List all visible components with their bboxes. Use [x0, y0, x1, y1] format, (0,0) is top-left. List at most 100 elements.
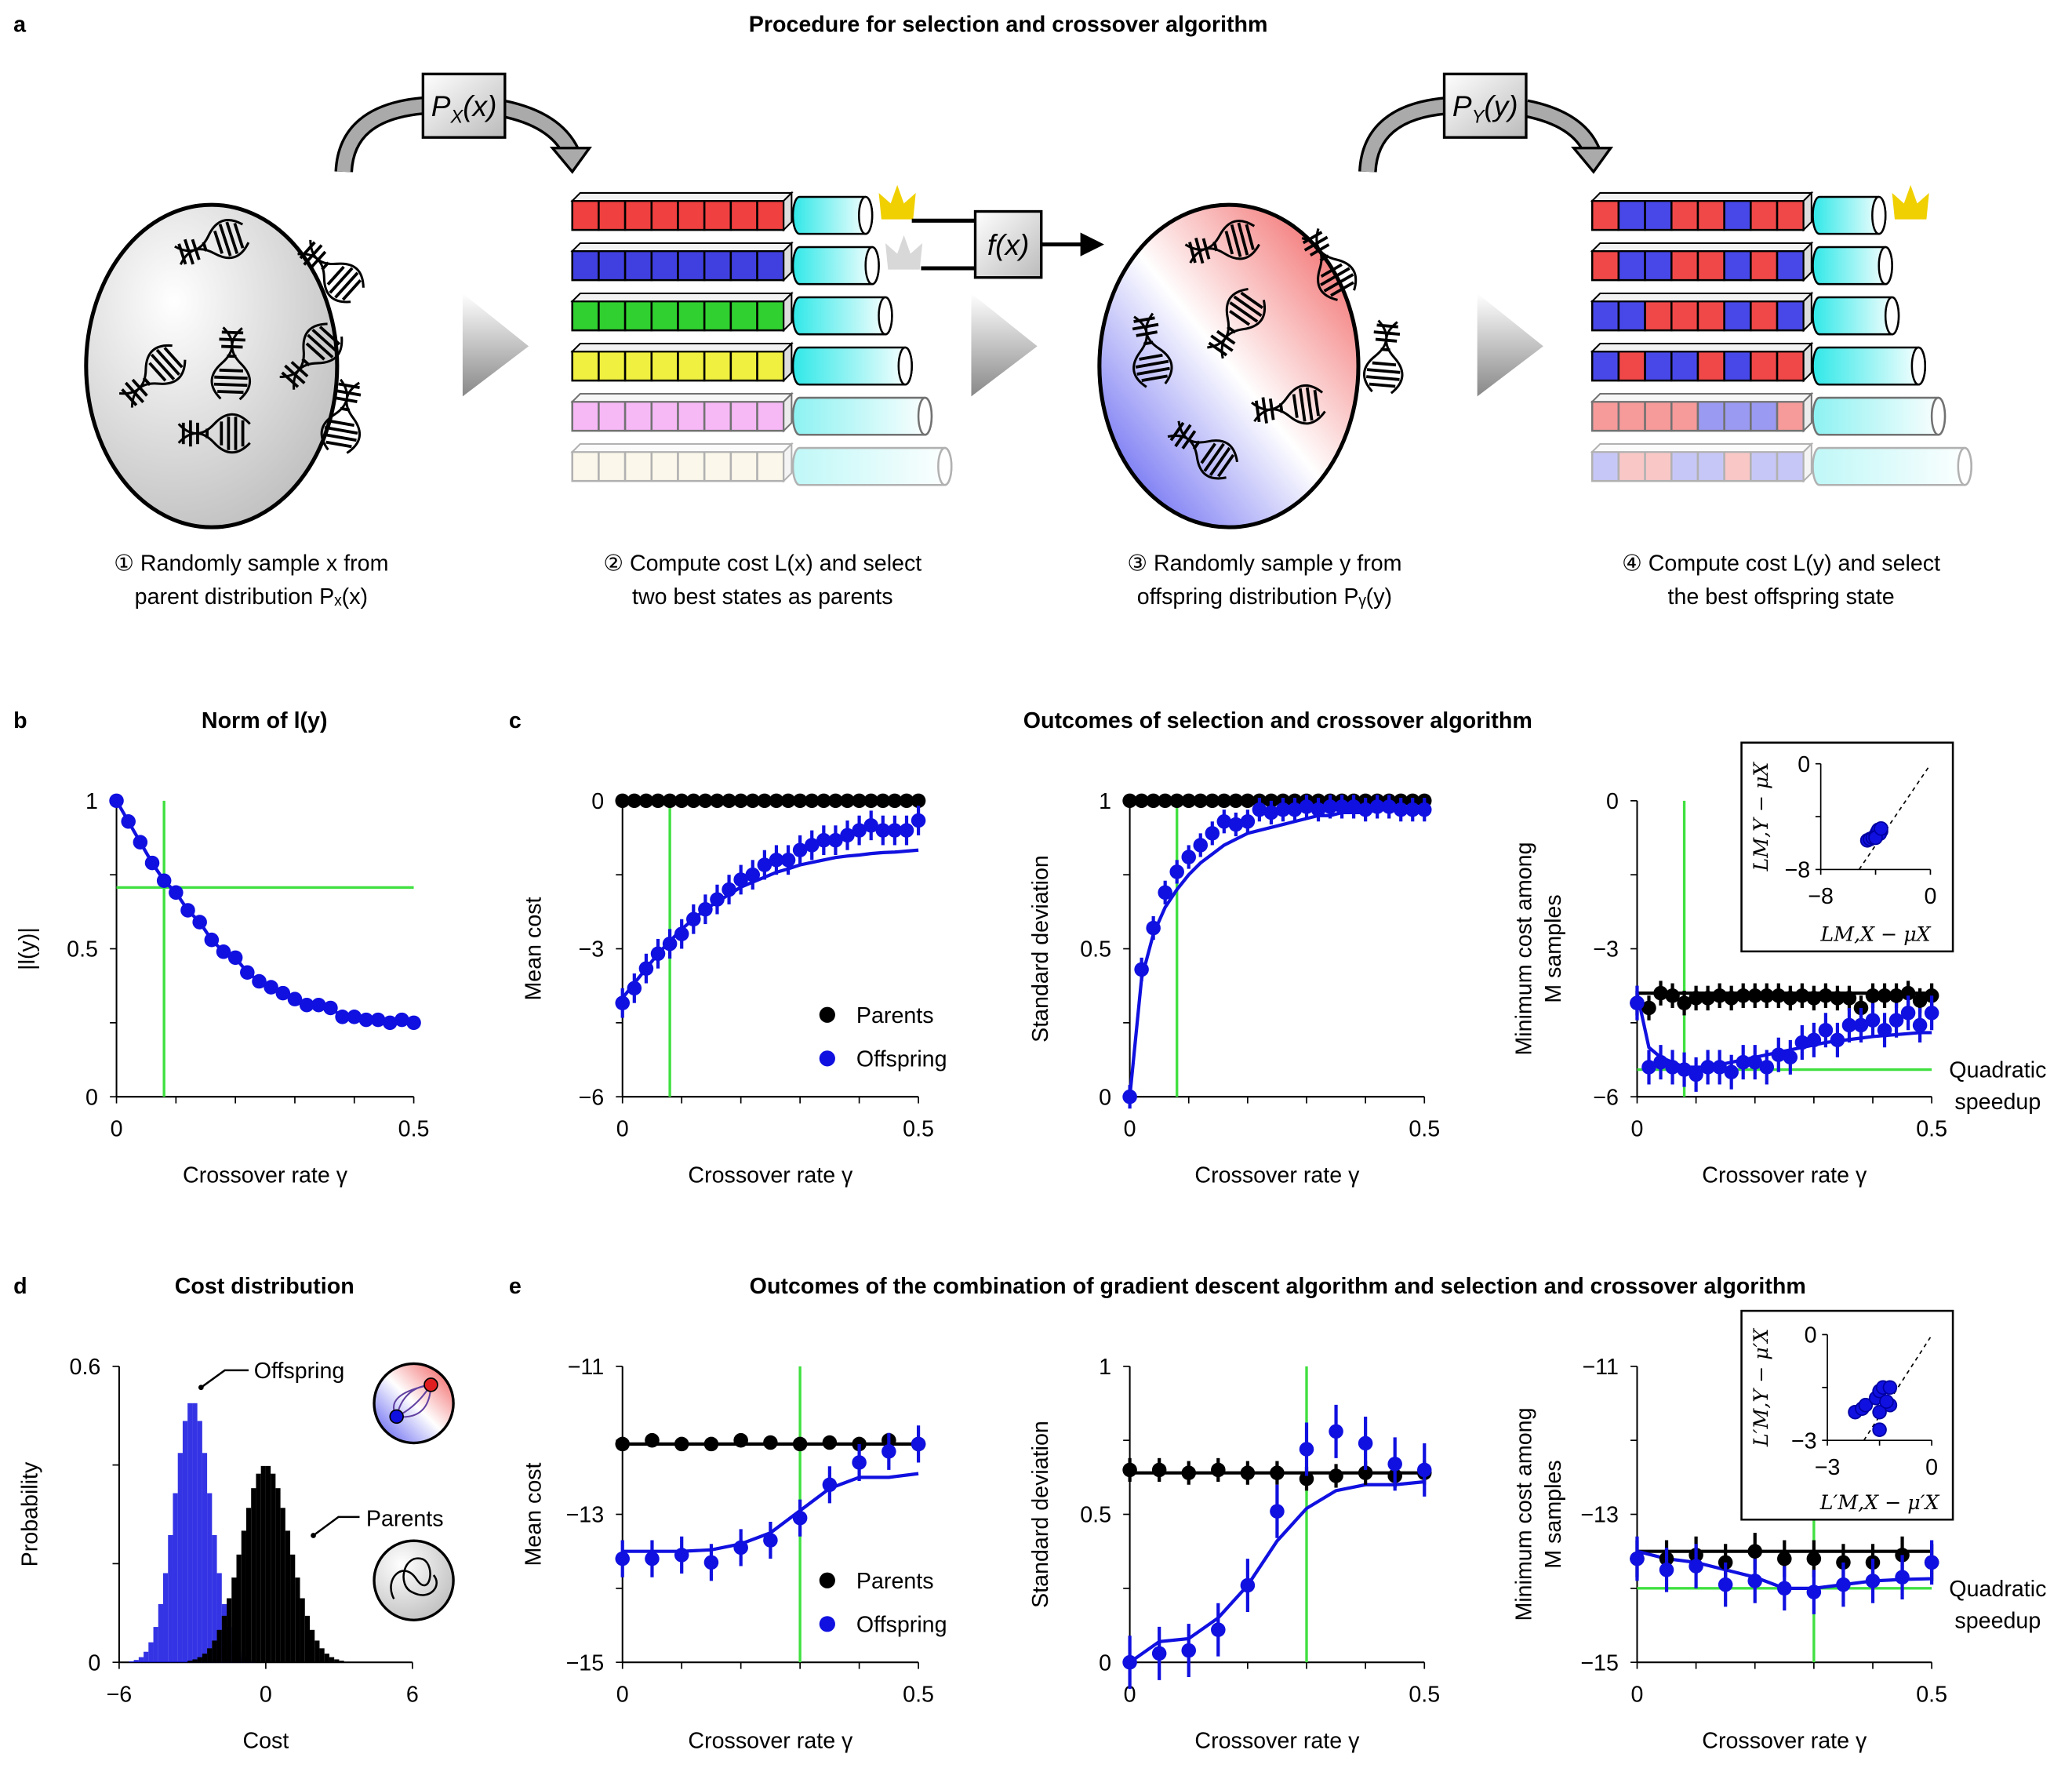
histogram-bar — [339, 1661, 344, 1663]
histogram-bar — [212, 1640, 217, 1663]
gene-side — [783, 191, 793, 232]
inset-frame — [1740, 741, 1954, 953]
data-point — [1310, 802, 1326, 817]
inset-reference-line — [1858, 766, 1930, 870]
data-point — [1888, 988, 1904, 1003]
data-point — [615, 1551, 630, 1566]
data-point — [335, 1010, 350, 1024]
cost-cylinder-end — [1910, 346, 1926, 386]
gene-cell — [1696, 199, 1725, 231]
chart-min-cost: 0 0.5 −6 −3 0 Crossover rate γ Minimum cost am… — [1512, 741, 2046, 1188]
gene-cell — [1696, 400, 1725, 432]
data-point — [1830, 991, 1845, 1006]
data-point — [1900, 1006, 1916, 1021]
gene-cell — [598, 450, 627, 482]
data-point — [252, 973, 267, 989]
data-point — [192, 915, 207, 930]
inset-x-label: L′M,X − μ′X — [1819, 1491, 1940, 1514]
gene-cell — [756, 199, 785, 231]
gene-cell — [703, 199, 732, 231]
data-point — [1895, 1570, 1910, 1585]
data-point — [627, 793, 642, 809]
parents-series — [615, 793, 926, 809]
data-point — [227, 950, 243, 966]
cost-cylinder-end — [1884, 296, 1900, 336]
y-tick-label: −3 — [1593, 937, 1619, 962]
gene-cell — [677, 199, 706, 231]
histogram-bar — [221, 1615, 227, 1663]
cost-cylinder — [1812, 446, 1972, 486]
data-point — [863, 793, 878, 809]
data-point — [1240, 1465, 1256, 1480]
gene-cell — [623, 249, 653, 282]
gold-crown-icon — [1892, 184, 1929, 220]
histogram-bar — [324, 1654, 329, 1663]
data-point — [1783, 991, 1798, 1006]
gene-cell — [1696, 249, 1725, 282]
data-point — [1240, 813, 1256, 829]
histogram-bar — [314, 1640, 320, 1663]
gold-crown-icon — [878, 184, 916, 220]
y-tick-label: −11 — [1582, 1355, 1618, 1380]
data-point — [1122, 1462, 1137, 1478]
gene-cell — [703, 300, 732, 332]
step-1-line-1: ① Randomly sample x from — [114, 551, 388, 577]
data-point — [792, 793, 808, 809]
gene-cell — [1723, 450, 1752, 482]
data-point — [1712, 1060, 1727, 1075]
gene-cell — [1617, 400, 1646, 432]
data-point — [745, 867, 761, 882]
cost-cylinder-end — [917, 396, 933, 436]
x-axis-label: Cost — [242, 1729, 289, 1754]
data-point — [1836, 1577, 1851, 1592]
data-point — [1387, 1457, 1402, 1472]
gene-cell — [703, 400, 732, 432]
data-point — [763, 1435, 778, 1450]
gene-cell — [677, 400, 706, 432]
gene-cell — [756, 350, 785, 382]
data-point — [1146, 793, 1161, 809]
state-row — [1590, 442, 1972, 486]
data-point — [875, 793, 891, 809]
data-point — [757, 857, 772, 872]
data-point — [792, 1510, 808, 1526]
fx-box — [973, 209, 1043, 279]
data-point — [1358, 1435, 1373, 1451]
histogram-bar — [138, 1657, 144, 1663]
data-point — [674, 1436, 689, 1452]
data-point — [1736, 1054, 1750, 1070]
step-captions: ① Randomly sample x from parent distribu… — [114, 551, 1940, 609]
data-point — [1771, 1047, 1787, 1062]
inset-y-tick-label: 0 — [1798, 752, 1810, 777]
data-point — [1181, 793, 1197, 809]
x-tick-label: 0.5 — [903, 1683, 934, 1708]
data-point — [133, 835, 148, 850]
gene-cell — [756, 400, 785, 432]
y-tick-label: 0.6 — [70, 1355, 101, 1380]
gene-cell — [650, 400, 679, 432]
data-point — [1853, 1017, 1869, 1033]
histogram-bar — [334, 1659, 340, 1663]
y-axis-label: Mean cost — [521, 1462, 546, 1566]
data-point — [1771, 988, 1787, 1003]
y-tick-label: −6 — [579, 1085, 605, 1110]
histogram-bar — [192, 1403, 198, 1663]
cost-cylinder — [1812, 346, 1926, 386]
data-point — [1346, 799, 1361, 814]
data-point — [1299, 1442, 1314, 1457]
data-point — [1659, 1562, 1674, 1577]
inset-y-tick-label: 0 — [1805, 1323, 1817, 1348]
offspring-population-ball — [1097, 202, 1409, 529]
fx-label: f(x) — [987, 228, 1030, 261]
x-axis-label: Crossover rate γ — [1194, 1729, 1360, 1754]
parents-histogram — [187, 1465, 344, 1663]
data-point — [882, 1444, 896, 1459]
histogram-bar — [227, 1598, 232, 1663]
data-point — [822, 1435, 838, 1450]
parents-ball-icon — [373, 1539, 455, 1621]
data-point — [1287, 802, 1303, 817]
gene-cell — [571, 350, 600, 382]
inset-scatter: −3 0 −3 0 L′M,X − μ′X L′M,Y − μ′X — [1740, 1309, 1954, 1521]
gene-cell — [598, 249, 627, 282]
dna-icon — [1361, 318, 1409, 396]
